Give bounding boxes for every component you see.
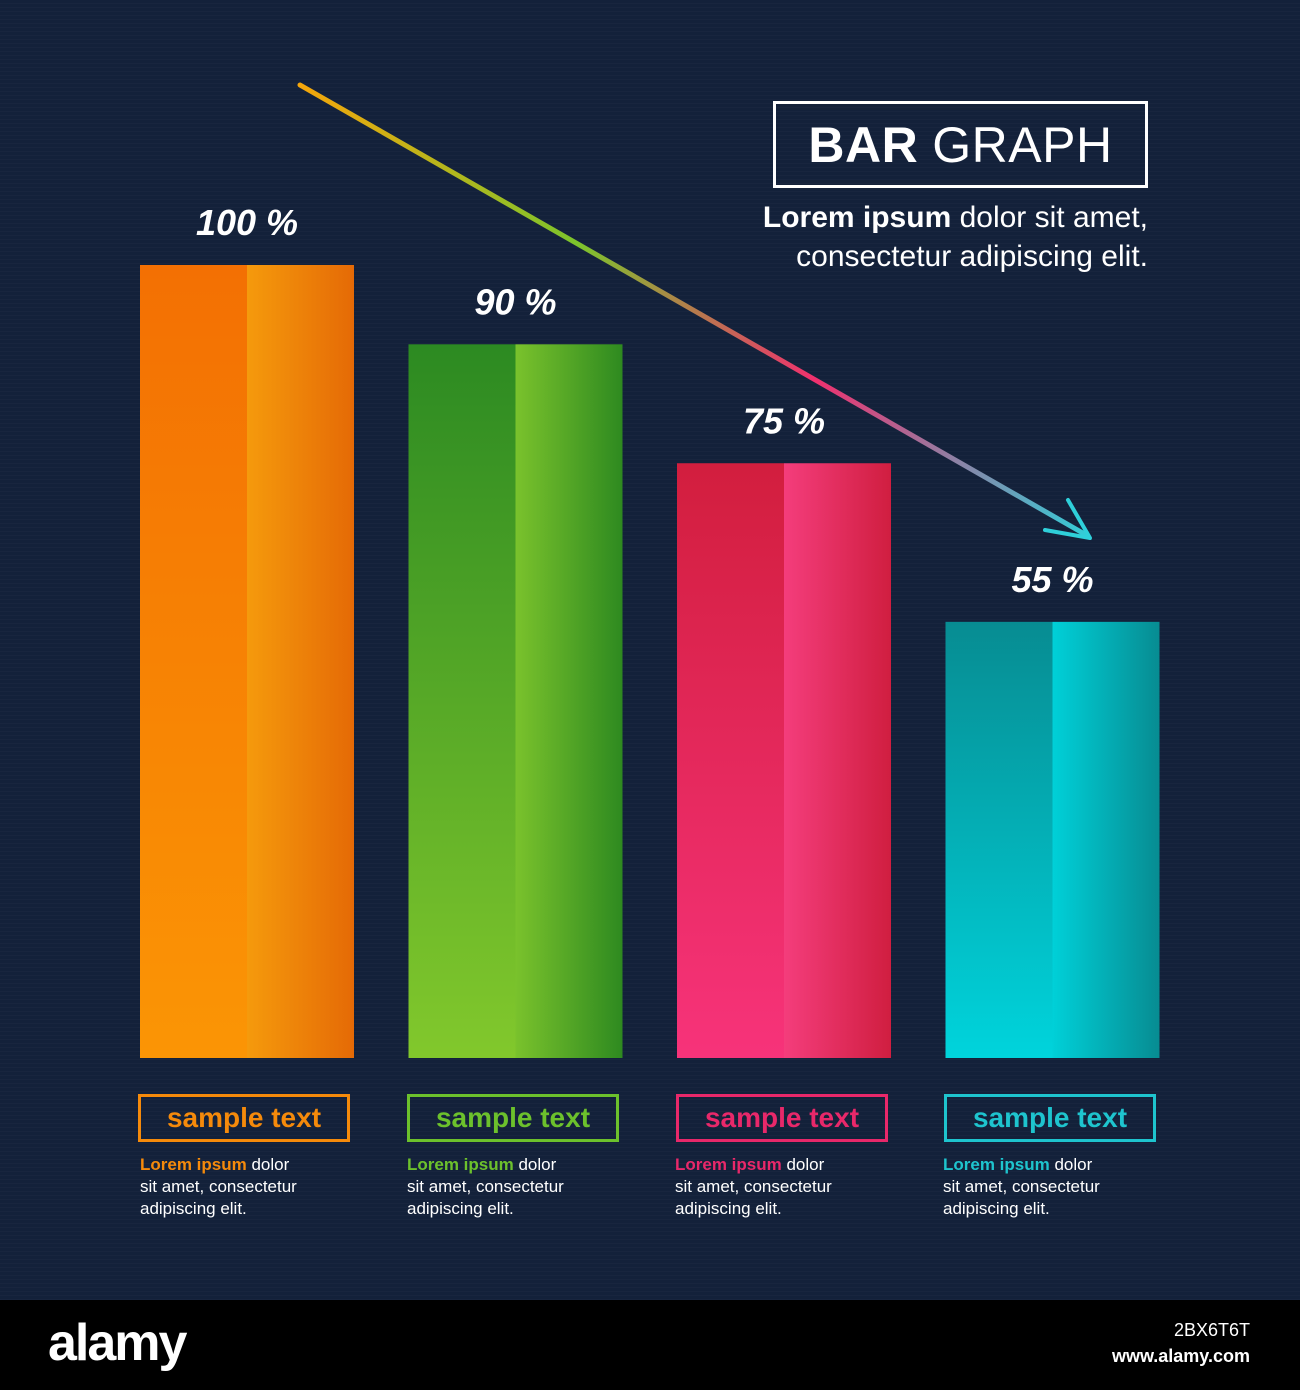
bar-1: 100 % <box>140 202 354 1058</box>
chart-title: BAR GRAPH <box>773 101 1148 188</box>
trend-arrow-line <box>297 82 1091 539</box>
category-description-4-bold: Lorem ipsum <box>943 1155 1050 1174</box>
bar-4-left-face <box>945 621 1053 1058</box>
bar-2-left-face <box>408 344 516 1058</box>
category-description-2-bold: Lorem ipsum <box>407 1155 514 1174</box>
category-description-1: Lorem ipsum dolor sit amet, consectetur … <box>140 1154 340 1220</box>
bar-3-data-label: 75 % <box>743 400 825 441</box>
category-description-3-line2: sit amet, consectetur <box>675 1177 832 1196</box>
bar-3-left-face <box>677 463 784 1058</box>
bar-4-right-face <box>1052 621 1160 1058</box>
category-description-3-line3: adipiscing elit. <box>675 1199 782 1218</box>
category-description-1-bold: Lorem ipsum <box>140 1155 247 1174</box>
category-label-1: sample text <box>138 1094 350 1142</box>
category-description-4-line2: sit amet, consectetur <box>943 1177 1100 1196</box>
bar-2: 90 % <box>408 281 623 1058</box>
category-description-4: Lorem ipsum dolor sit amet, consectetur … <box>943 1154 1143 1220</box>
chart-title-rest: GRAPH <box>932 116 1113 173</box>
category-description-1-line3: adipiscing elit. <box>140 1199 247 1218</box>
category-description-3: Lorem ipsum dolor sit amet, consectetur … <box>675 1154 875 1220</box>
category-description-4-rest: dolor <box>1049 1155 1093 1174</box>
bar-4-data-label: 55 % <box>1011 559 1093 600</box>
category-description-2-line2: sit amet, consectetur <box>407 1177 564 1196</box>
bar-1-left-face <box>140 265 247 1058</box>
chart-description-rest: dolor sit amet, consectetur adipiscing e… <box>796 201 1148 273</box>
category-label-3: sample text <box>676 1094 888 1142</box>
chart-description: Lorem ipsum dolor sit amet, consectetur … <box>728 198 1148 276</box>
category-label-4: sample text <box>944 1094 1156 1142</box>
chart-description-bold: Lorem ipsum <box>762 201 952 234</box>
bar-2-right-face <box>515 344 623 1058</box>
chart-title-bold: BAR <box>808 116 919 173</box>
footer-image-id: 2BX6T6T <box>1173 1320 1250 1340</box>
trend-arrow <box>297 82 1092 540</box>
trend-arrow-head <box>1043 498 1092 540</box>
category-description-2: Lorem ipsum dolor sit amet, consectetur … <box>407 1154 607 1220</box>
chart-area: 100 % 90 % 75 % 55 % <box>0 0 1300 1300</box>
category-description-1-rest: dolor <box>246 1155 290 1174</box>
bar-2-data-label: 90 % <box>474 281 556 322</box>
bar-chart: 100 % 90 % 75 % 55 % <box>140 82 1160 1058</box>
bar-3: 75 % <box>677 400 891 1058</box>
bar-1-data-label: 100 % <box>196 202 298 243</box>
footer-logo: alamy <box>48 1314 187 1372</box>
category-description-3-bold: Lorem ipsum <box>675 1155 782 1174</box>
category-description-2-line3: adipiscing elit. <box>407 1199 514 1218</box>
category-description-4-line3: adipiscing elit. <box>943 1199 1050 1218</box>
bar-1-right-face <box>247 265 354 1058</box>
category-description-1-line2: sit amet, consectetur <box>140 1177 297 1196</box>
bar-3-right-face <box>784 463 891 1058</box>
footer-url: www.alamy.com <box>1111 1346 1250 1366</box>
footer-bar <box>0 1300 1300 1390</box>
category-label-2: sample text <box>407 1094 619 1142</box>
category-description-3-rest: dolor <box>781 1155 825 1174</box>
category-description-2-rest: dolor <box>513 1155 557 1174</box>
bar-4: 55 % <box>945 559 1160 1058</box>
